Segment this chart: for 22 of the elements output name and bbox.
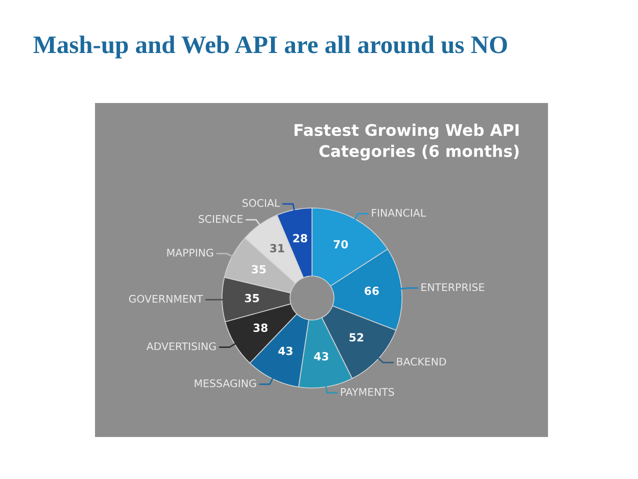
slice-label: GOVERNMENT (129, 294, 204, 303)
slice-label: FINANCIAL (372, 208, 426, 217)
slice-label: ADVERTISING (146, 342, 216, 350)
slice-label: MESSAGING (194, 379, 256, 388)
data-label: 43 (314, 352, 328, 360)
slice-label: PAYMENTS (341, 388, 394, 396)
data-label: 66 (364, 286, 379, 296)
data-label: 31 (270, 244, 284, 252)
slice-label: SOCIAL (242, 199, 280, 207)
chart-title: Mash-up and Web API are all around us NO (33, 36, 507, 58)
slice-label: BACKEND (397, 358, 446, 366)
data-label: 35 (252, 265, 266, 274)
slice-label: MAPPING (167, 248, 214, 257)
data-label: 38 (253, 324, 268, 332)
slice-label: SCIENCE (198, 215, 243, 223)
chart-subtitle: Fastest Growing Web API Categories (6 months) (294, 124, 519, 160)
data-label: 43 (278, 346, 292, 356)
slice-label: ENTERPRISE (422, 283, 484, 292)
data-label: 35 (245, 294, 259, 302)
data-label: 52 (350, 333, 364, 342)
data-label: 70 (334, 240, 348, 249)
data-label: 28 (293, 234, 308, 242)
